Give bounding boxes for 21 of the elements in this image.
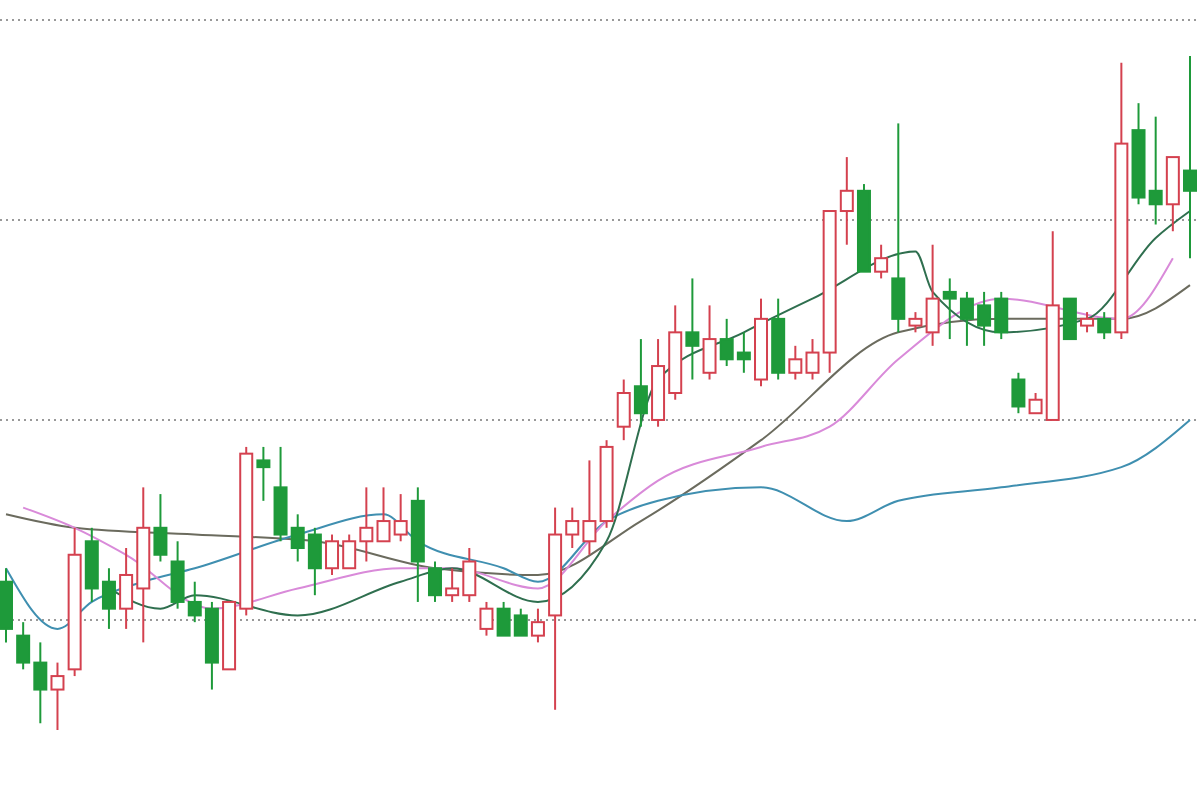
candlestick — [1097, 311, 1112, 341]
candlestick — [685, 277, 700, 381]
candlestick — [479, 600, 494, 637]
candlestick — [874, 243, 889, 280]
candlestick — [427, 560, 442, 603]
candlestick — [925, 243, 940, 347]
candlestick — [1183, 55, 1197, 260]
candlestick — [891, 122, 906, 334]
candlestick — [616, 378, 631, 442]
candlestick — [256, 445, 271, 502]
candlestick — [908, 311, 923, 334]
candlestick — [1165, 156, 1180, 233]
candlestick — [50, 661, 65, 731]
candlestick — [702, 304, 717, 381]
candlestick — [1080, 311, 1095, 334]
candlestick — [530, 607, 545, 644]
candlestick — [1062, 297, 1077, 341]
candlestick — [633, 338, 648, 428]
candlestick — [0, 567, 13, 644]
candlestick — [153, 493, 168, 563]
candlestick — [1011, 371, 1026, 415]
